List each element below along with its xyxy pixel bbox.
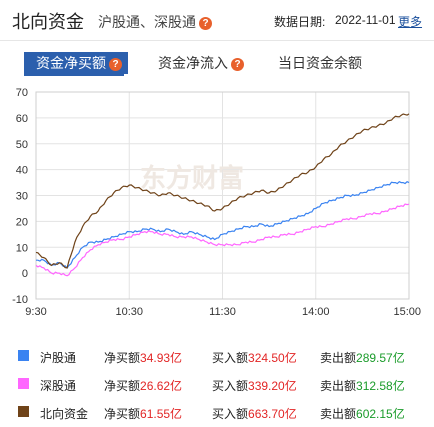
buy-label: 买入额	[212, 407, 249, 421]
net-value: 61.55亿	[140, 407, 183, 421]
y-tick-label: 60	[16, 113, 28, 125]
net-label: 净买额	[104, 379, 141, 393]
x-tick-label: 9:30	[25, 306, 46, 318]
buy-label: 买入额	[212, 379, 249, 393]
buy-value: 663.70亿	[248, 407, 297, 421]
tab-net-inflow-label: 资金净流入	[158, 55, 228, 71]
question-badge-icon[interactable]: ?	[199, 16, 212, 30]
legend-swatch	[18, 378, 29, 389]
y-tick-label: 40	[16, 165, 28, 177]
legend-swatch	[18, 406, 29, 417]
y-tick-label: 20	[16, 216, 28, 228]
tab-net-inflow[interactable]: 资金净流入?	[158, 52, 244, 74]
legend-name: 沪股通	[40, 351, 77, 365]
net-value: 26.62亿	[140, 379, 183, 393]
x-tick-label: 10:30	[115, 306, 143, 318]
net-label: 净买额	[104, 351, 141, 365]
legend-row-hgt: 沪股通 净买额34.93亿 买入额324.50亿 卖出额289.57亿	[0, 346, 434, 368]
series-line-1	[35, 203, 410, 277]
tab-daily-balance-label: 当日资金余额	[278, 55, 362, 71]
y-tick-label: 70	[16, 87, 28, 99]
series-line-0	[36, 180, 410, 269]
sell-value: 312.58亿	[356, 379, 405, 393]
sell-label: 卖出额	[320, 407, 357, 421]
x-tick-label: 15:00	[393, 306, 421, 318]
question-badge-icon[interactable]: ?	[109, 57, 122, 71]
page-title: 北向资金	[12, 12, 84, 32]
sell-label: 卖出额	[320, 379, 357, 393]
legend-name: 北向资金	[40, 407, 89, 421]
date-label: 数据日期:	[274, 15, 326, 29]
tab-active-underline	[24, 74, 124, 76]
y-tick-label: 10	[16, 242, 28, 254]
tab-daily-balance[interactable]: 当日资金余额	[278, 52, 362, 74]
legend-name: 深股通	[40, 379, 77, 393]
sell-value: 289.57亿	[356, 351, 405, 365]
net-value: 34.93亿	[140, 351, 183, 365]
net-label: 净买额	[104, 407, 141, 421]
tab-net-buy-label: 资金净买额	[36, 55, 106, 71]
date-value: 2022-11-01	[335, 13, 396, 27]
y-tick-label: 50	[16, 139, 28, 151]
intraday-flow-chart[interactable]: 东方财富 70 60 50 40 30 20 10 0 -109:30 10:30 11:30 14:…	[0, 82, 434, 322]
header-bar: 北向资金 沪股通、深股通? 数据日期: 2022-11-01 更多	[0, 0, 434, 41]
y-tick-label: 30	[16, 191, 28, 203]
legend-row-north: 北向资金 净买额61.55亿 买入额663.70亿 卖出额602.15亿	[0, 402, 434, 424]
plot-frame	[35, 91, 410, 300]
x-tick-label: 11:30	[209, 306, 236, 318]
buy-label: 买入额	[212, 351, 249, 365]
x-tick-label: 14:00	[302, 306, 330, 318]
y-tick-label: -10	[12, 294, 28, 306]
y-tick-label: 0	[22, 268, 28, 280]
question-badge-icon[interactable]: ?	[231, 57, 244, 71]
more-link[interactable]: 更多	[398, 15, 423, 29]
page-subtitle: 沪股通、深股通?	[98, 12, 212, 32]
subtitle-text: 沪股通、深股通	[98, 14, 196, 30]
series-line-2	[35, 113, 410, 269]
chart-watermark: 东方财富	[140, 163, 244, 193]
legend-swatch	[18, 350, 29, 361]
sell-value: 602.15亿	[356, 407, 405, 421]
sell-label: 卖出额	[320, 351, 357, 365]
tab-net-buy[interactable]: 资金净买额?	[24, 52, 128, 74]
buy-value: 339.20亿	[248, 379, 297, 393]
legend-row-sgt: 深股通 净买额26.62亿 买入额339.20亿 卖出额312.58亿	[0, 374, 434, 396]
buy-value: 324.50亿	[248, 351, 297, 365]
